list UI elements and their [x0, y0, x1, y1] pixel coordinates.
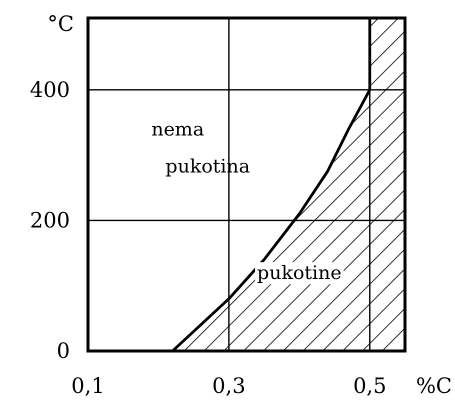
plot-frame	[86, 16, 407, 353]
x-tick-label: 0,3	[212, 374, 245, 398]
x-tick-label: 0,1	[71, 374, 104, 398]
boundary-curve	[171, 18, 372, 353]
y-unit-label: °C	[47, 12, 74, 36]
y-tick-label: 200	[30, 208, 70, 232]
region-label-backing	[255, 262, 344, 285]
region-label: pukotina	[165, 156, 250, 178]
region-label: pukotine	[257, 262, 342, 284]
hatched-crack-region	[172, 18, 405, 351]
y-tick-label: 0	[57, 339, 70, 363]
region-label: nema	[151, 119, 204, 141]
x-tick-label: 0,5	[353, 374, 386, 398]
y-tick-label: 400	[30, 78, 70, 102]
x-unit-label: %C	[416, 374, 452, 398]
